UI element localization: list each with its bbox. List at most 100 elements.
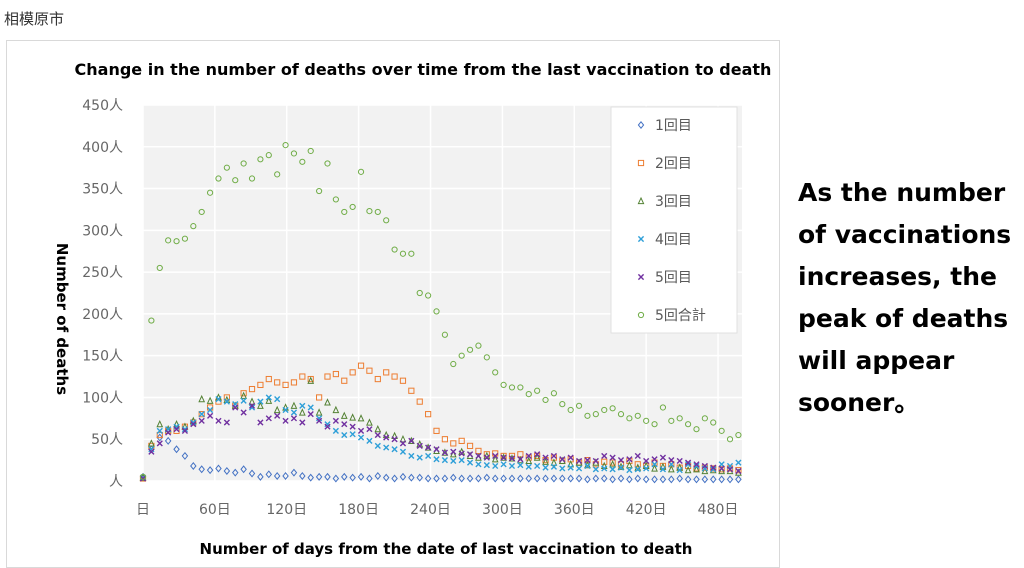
data-point: [667, 465, 675, 473]
data-point: [718, 466, 726, 475]
data-point: [525, 456, 533, 465]
data-point: [407, 436, 415, 444]
data-point: [475, 342, 482, 349]
data-point: [735, 431, 742, 439]
data-point: [206, 466, 214, 475]
data-point: [718, 466, 725, 473]
data-point: [206, 406, 214, 414]
data-point: [458, 457, 465, 464]
data-point: [341, 208, 348, 216]
data-point: [508, 462, 516, 470]
legend-label: 1回目: [655, 118, 692, 134]
data-point: [626, 415, 633, 422]
data-point: [559, 465, 566, 472]
data-point: [232, 468, 239, 477]
data-point: [366, 367, 373, 374]
data-point: [592, 474, 600, 483]
data-point: [156, 264, 163, 272]
data-point: [425, 292, 432, 299]
data-point: [165, 237, 172, 244]
data-point: [374, 425, 382, 433]
data-point: [517, 384, 524, 391]
data-point: [592, 457, 599, 465]
data-point: [240, 391, 248, 399]
data-point: [517, 474, 524, 483]
data-point: [366, 474, 373, 483]
data-point: [257, 398, 264, 405]
data-point: [416, 473, 423, 482]
data-point: [190, 419, 197, 426]
data-point: [735, 475, 742, 484]
data-point: [290, 401, 298, 409]
scatter-chart: Change in the number of deaths over time…: [53, 60, 771, 558]
data-point: [198, 417, 205, 424]
data-point: [735, 467, 742, 475]
data-point: [659, 475, 667, 484]
data-point: [441, 448, 449, 456]
data-point: [274, 379, 281, 386]
data-point: [424, 443, 432, 451]
x-tick-label: 60日: [199, 502, 231, 518]
data-point: [651, 464, 658, 472]
data-point: [265, 415, 272, 422]
data-point: [215, 396, 222, 403]
data-point: [232, 177, 239, 184]
y-tick-label: 50人: [91, 432, 123, 448]
data-point: [726, 436, 734, 443]
data-point: [366, 418, 373, 426]
data-point: [542, 454, 549, 461]
data-point: [710, 466, 717, 473]
data-point: [575, 402, 583, 409]
data-point: [265, 470, 273, 479]
data-point: [265, 152, 272, 159]
annotation-line: sooner。: [798, 388, 920, 417]
data-point: [701, 462, 708, 470]
data-point: [265, 375, 272, 383]
legend-label: 2回目: [655, 156, 692, 172]
y-tick-label: 350人: [82, 182, 123, 198]
data-point: [475, 474, 482, 483]
data-point: [492, 462, 499, 470]
data-point: [542, 464, 549, 471]
data-point: [240, 390, 247, 397]
data-point: [366, 437, 373, 444]
annotation-line: will appear: [798, 346, 955, 375]
data-point: [559, 401, 566, 408]
data-point: [324, 472, 331, 481]
data-point: [458, 450, 465, 457]
data-point: [684, 475, 692, 484]
x-tick-label: 180日: [338, 502, 379, 518]
chart-frame: Change in the number of deaths over time…: [6, 40, 780, 568]
data-point: [316, 394, 323, 401]
data-point: [492, 452, 499, 460]
data-point: [349, 203, 356, 211]
data-point: [584, 412, 591, 419]
data-point: [466, 459, 474, 466]
data-point: [148, 439, 155, 447]
data-point: [232, 404, 239, 411]
data-point: [324, 398, 331, 406]
data-point: [458, 352, 465, 359]
legend-label: 4回目: [655, 232, 692, 248]
data-point: [290, 468, 298, 477]
data-point: [383, 434, 390, 441]
data-point: [391, 474, 398, 483]
data-point: [399, 448, 407, 455]
data-point: [450, 473, 457, 482]
x-tick-label: 日: [136, 502, 150, 518]
data-point: [475, 461, 482, 468]
data-point: [693, 426, 700, 433]
data-point: [206, 396, 214, 404]
data-point: [416, 289, 423, 297]
data-point: [517, 462, 524, 469]
y-tick-label: 450人: [82, 98, 123, 114]
data-point: [340, 411, 348, 419]
data-point: [668, 457, 675, 464]
data-point: [307, 375, 314, 383]
data-point: [332, 405, 340, 414]
data-point: [710, 465, 717, 472]
legend-marker: [637, 196, 645, 205]
data-point: [575, 465, 583, 472]
data-point: [382, 473, 390, 482]
annotation-line: peak of deaths: [798, 304, 1009, 333]
